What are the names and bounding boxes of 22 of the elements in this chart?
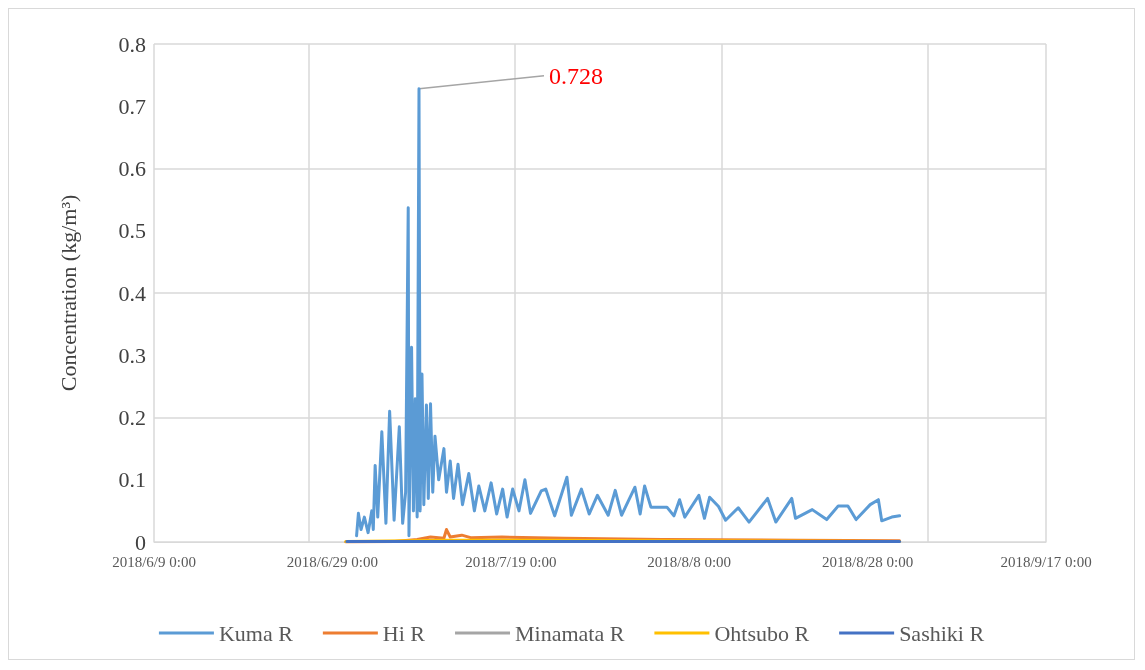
x-tick-label: 2018/8/28 0:00 bbox=[821, 553, 914, 570]
x-tick-label: 2018/8/8 0:00 bbox=[647, 553, 732, 570]
y-tick-label: 0.6 bbox=[118, 156, 146, 181]
legend-label: Sashiki R bbox=[899, 620, 985, 646]
x-tick-label: 2018/6/29 0:00 bbox=[286, 553, 379, 570]
y-axis-title: Concentration (kg/m³) bbox=[55, 194, 81, 392]
x-tick-label: 2018/9/17 0:00 bbox=[1000, 553, 1092, 570]
legend-label: Ohtsubo R bbox=[714, 620, 810, 646]
y-tick-label: 0.2 bbox=[118, 405, 146, 430]
legend-label: Hi R bbox=[382, 620, 426, 646]
y-tick-label: 0.1 bbox=[118, 467, 146, 493]
legend-label: Kuma R bbox=[218, 620, 294, 646]
y-tick-label: 0 bbox=[135, 529, 146, 555]
x-tick-label: 2018/6/9 0:00 bbox=[112, 553, 196, 570]
y-tick-label: 0.8 bbox=[118, 31, 146, 57]
x-tick-label: 2018/7/19 0:00 bbox=[465, 553, 557, 570]
y-tick-label: 0.4 bbox=[118, 280, 146, 306]
legend-label: Minamata R bbox=[515, 620, 625, 646]
y-tick-label: 0.5 bbox=[118, 218, 146, 244]
y-tick-label: 0.3 bbox=[118, 342, 146, 368]
y-tick-label: 0.7 bbox=[118, 93, 146, 119]
annotation: 0.728 bbox=[549, 62, 603, 89]
